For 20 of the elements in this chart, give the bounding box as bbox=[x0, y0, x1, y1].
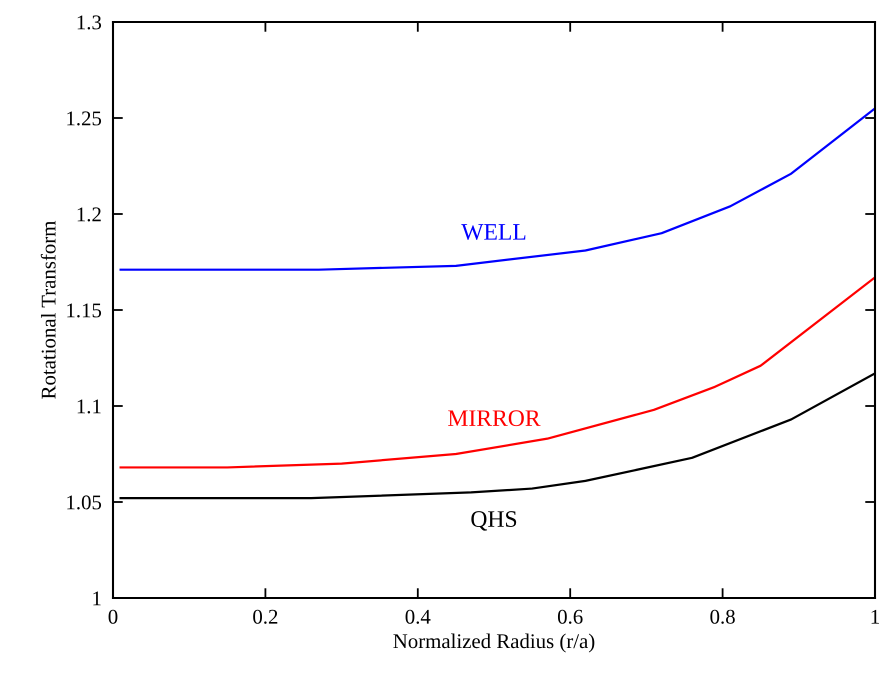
y-tick-label: 1.25 bbox=[67, 111, 102, 126]
x-axis-title: Normalized Radius (r/a) bbox=[393, 634, 594, 652]
x-tick-label: 0.2 bbox=[253, 610, 278, 624]
series-label: QHS bbox=[471, 511, 516, 531]
x-tick-label: 0.8 bbox=[710, 610, 735, 624]
x-tick-label: 0.6 bbox=[558, 610, 583, 624]
y-tick-label: 1.3 bbox=[78, 15, 102, 30]
series-label: MIRROR bbox=[448, 410, 541, 426]
y-tick-label: 1.05 bbox=[67, 495, 102, 510]
y-axis-title: Rotational Transform bbox=[40, 220, 56, 399]
series-label: WELL bbox=[461, 224, 526, 240]
x-tick-label: 1 bbox=[872, 610, 879, 624]
line-series bbox=[120, 107, 875, 271]
line-series bbox=[120, 276, 875, 469]
x-tick-label: 0 bbox=[108, 610, 118, 624]
y-tick-label: 1.1 bbox=[78, 399, 101, 414]
y-tick-label: 1 bbox=[93, 591, 101, 606]
y-tick-label: 1.2 bbox=[78, 207, 101, 222]
y-tick-label: 1.15 bbox=[67, 303, 102, 318]
x-tick-label: 0.4 bbox=[406, 610, 430, 624]
